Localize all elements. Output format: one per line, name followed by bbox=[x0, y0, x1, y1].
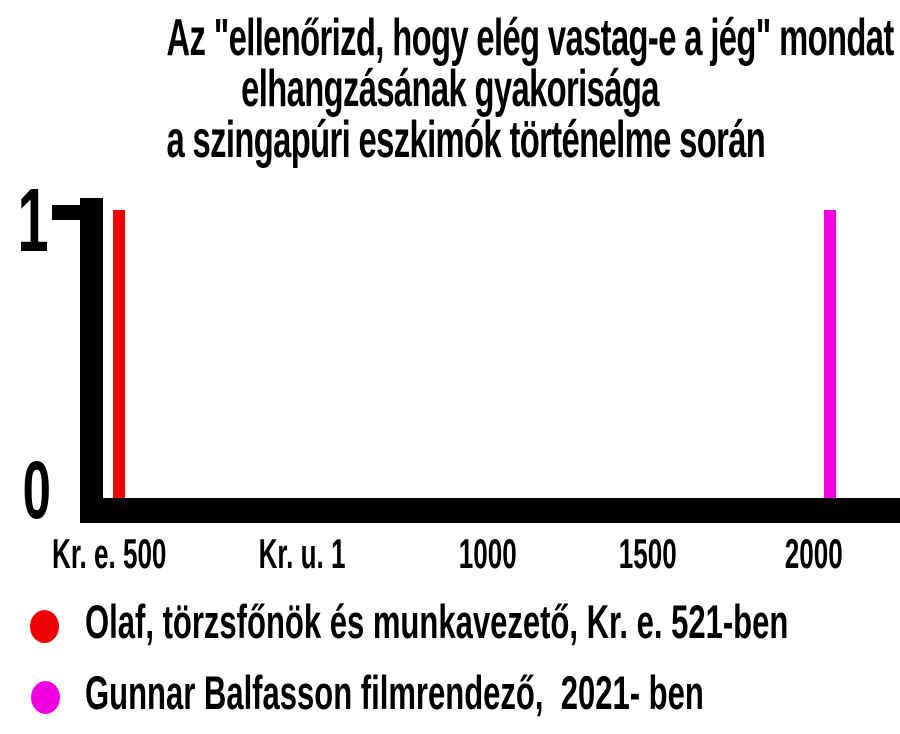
chart-title: Az "ellenőrizd, hogy elég vastag-e a jég… bbox=[166, 9, 895, 169]
legend-dot-gunnar bbox=[31, 681, 60, 714]
chart-title-line-2: elhangzásának gyakorisága bbox=[241, 60, 659, 118]
bar-gunnar-2021 bbox=[824, 210, 836, 498]
y-axis-label-0: 0 bbox=[22, 445, 51, 536]
legend-label-gunnar: Gunnar Balfasson filmrendező, 2021- ben bbox=[85, 666, 704, 719]
legend-dot-olaf bbox=[30, 610, 59, 643]
legend-label-olaf: Olaf, törzsfőnök és munkavezető, Kr. e. … bbox=[85, 595, 789, 648]
x-axis-label-kr-u-1: Kr. u. 1 bbox=[258, 530, 346, 577]
chart-title-line-1: Az "ellenőrizd, hogy elég vastag-e a jég… bbox=[166, 9, 895, 67]
y-axis-line bbox=[80, 198, 103, 523]
bar-olaf-521bc bbox=[113, 210, 125, 498]
y-axis-tick-mark bbox=[52, 205, 82, 220]
x-axis-line bbox=[80, 498, 900, 523]
chart-title-line-3: a szingapúri eszkimók történelme során bbox=[166, 111, 766, 169]
x-axis-label-1500: 1500 bbox=[619, 530, 677, 577]
y-axis-label-1: 1 bbox=[17, 171, 49, 271]
x-axis-label-kr-e-500: Kr. e. 500 bbox=[51, 530, 167, 577]
x-axis-label-2000: 2000 bbox=[785, 530, 843, 577]
x-axis-label-1000: 1000 bbox=[459, 530, 517, 577]
